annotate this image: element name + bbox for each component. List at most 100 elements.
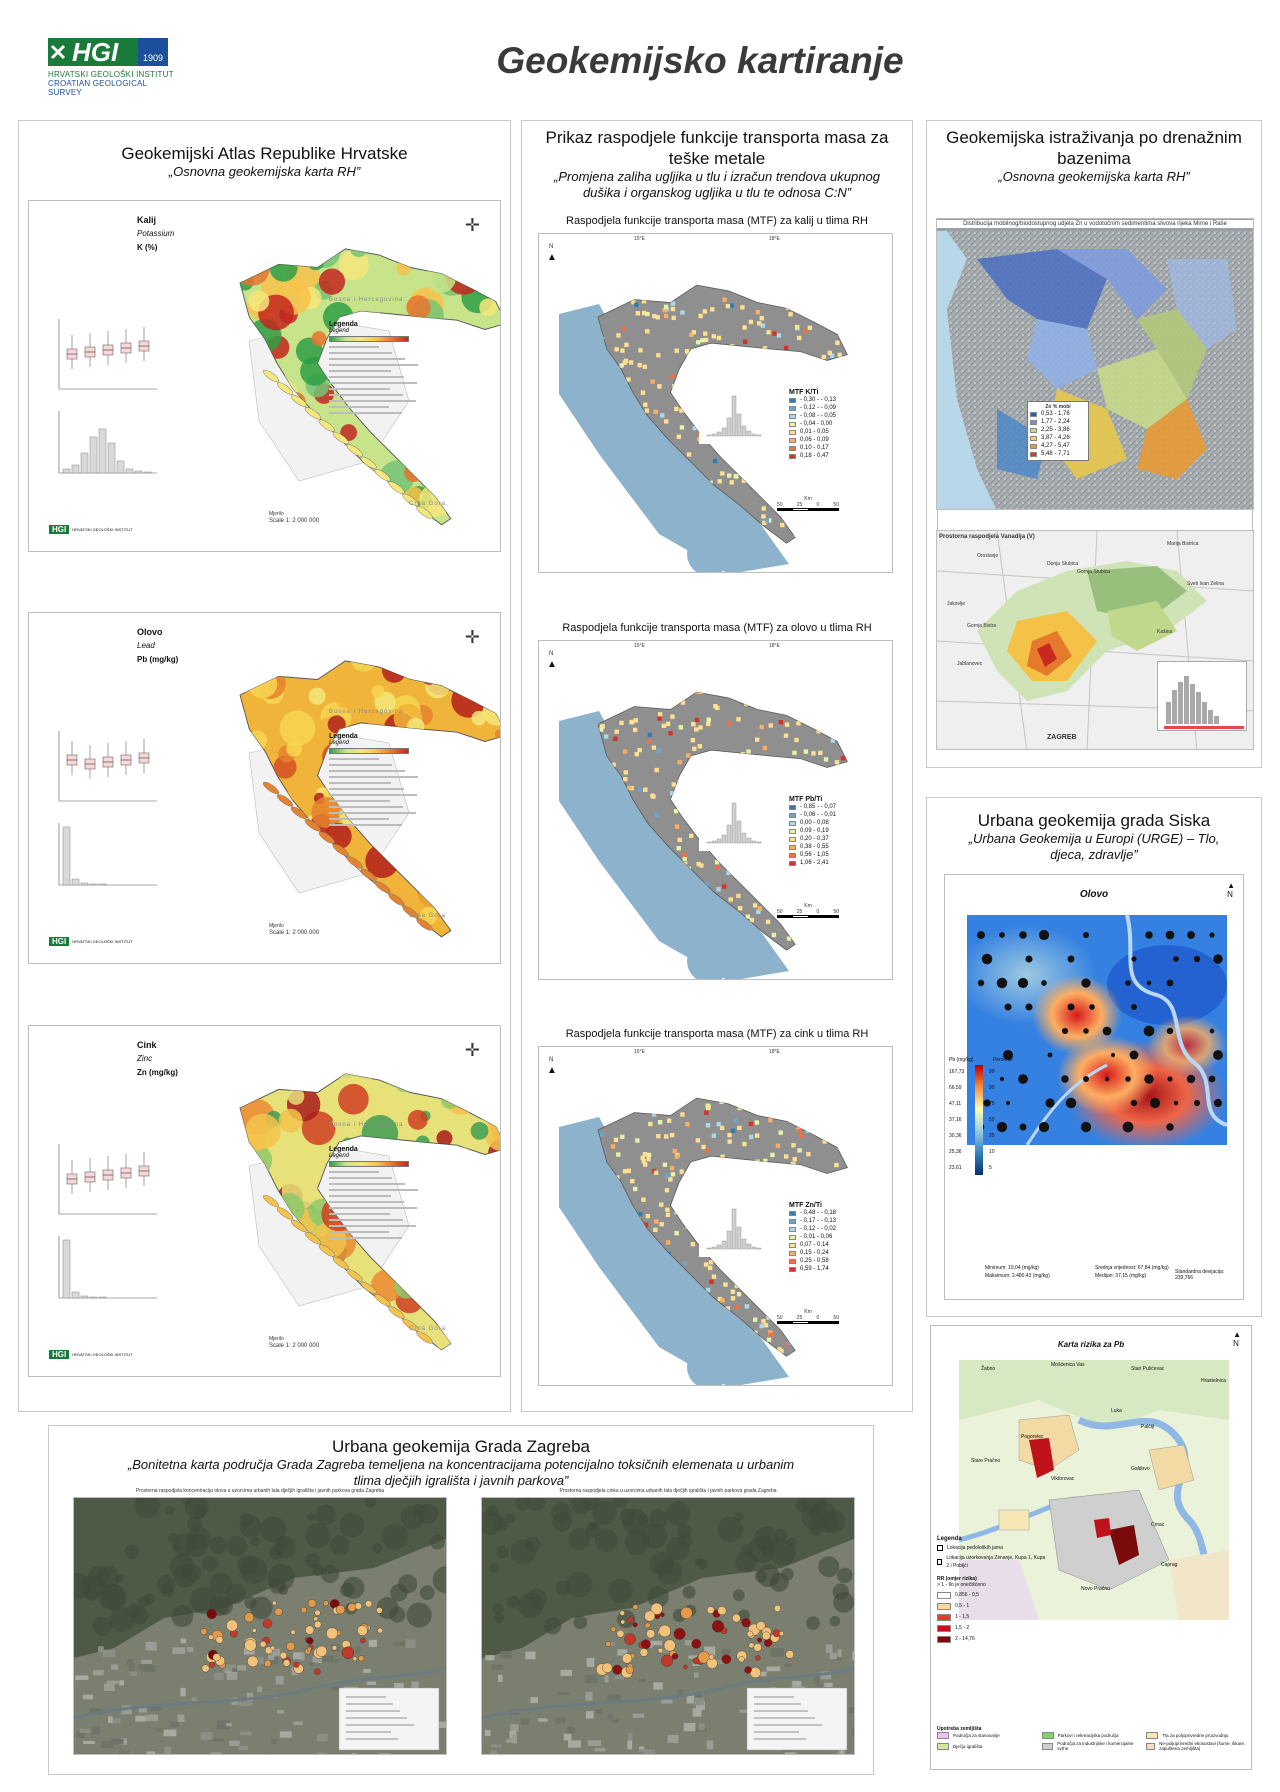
sample-point	[1102, 1026, 1112, 1036]
sample-point	[1213, 1098, 1223, 1108]
legend-swatch	[789, 453, 796, 459]
sample-point	[259, 1640, 267, 1648]
sample-point	[293, 1661, 300, 1668]
atlas-boxplot-2	[58, 731, 157, 802]
rr-class: 2 - 14,76	[955, 1636, 975, 1642]
sample-point	[692, 1657, 700, 1665]
mtf-legend-class: - 0,85 - - 0,07	[800, 804, 837, 810]
mtf-north-1: N	[549, 244, 554, 250]
sample-point	[627, 1616, 634, 1623]
mtf-scale-tick: 50	[777, 909, 783, 915]
sample-point	[1165, 930, 1175, 940]
atlas-stat-line	[329, 412, 402, 414]
sample-point	[1166, 1123, 1174, 1131]
land-use-row: Tla za poljoprivredne proizvodnju	[1146, 1732, 1247, 1739]
sample-point	[708, 1654, 715, 1660]
risk-legend-title: Legenda	[937, 1536, 962, 1542]
land-use-text: Dječja igrališta	[953, 1743, 983, 1749]
sample-location-icon	[937, 1559, 943, 1565]
mtf-legend-class: 0,56 - 1,05	[800, 852, 829, 858]
sample-point	[1061, 1075, 1069, 1083]
sisak-subtitle: „Urbana Geokemija u Europi (URGE) – Tlo,…	[968, 831, 1220, 862]
mtf-legend-row: 0,20 - 0,37	[789, 835, 879, 843]
sample-point	[244, 1639, 257, 1652]
atlas-legend-label-1: Legenda	[329, 321, 358, 328]
sample-point	[1144, 1074, 1154, 1084]
sample-point	[335, 1604, 346, 1615]
percentil-label: Percentil	[993, 1057, 1013, 1063]
mtf-legend-row: 0,25 - 0,58	[789, 1257, 879, 1265]
sample-point	[977, 931, 985, 939]
mtf-legend-row: 0,56 - 1,05	[789, 851, 879, 859]
legend-swatch	[789, 1226, 796, 1232]
mtf-scale-bar-1	[777, 508, 839, 511]
zn-legend-title: Zn % mobi	[1045, 404, 1071, 410]
sample-point	[201, 1664, 210, 1673]
atlas-neighbour-cg-3: Crna Gora	[409, 1326, 447, 1332]
vanadium-place: Gornja Bistra	[967, 623, 997, 629]
legend-swatch	[1030, 427, 1037, 433]
mtf-map-svg-1	[539, 234, 892, 572]
mtf-scale-tick: 50	[833, 1315, 839, 1321]
land-use-row: Područja za industrijske i komercijalne …	[1041, 1741, 1143, 1751]
atlas-legend-1: Legenda Legend	[329, 321, 429, 414]
sample-point	[1018, 1074, 1028, 1084]
risk-legend-text: Lokacija pedoloških jama	[947, 1545, 1003, 1551]
atlas-footer-inst-2: HRVATSKI GEOLOŠKI INSTITUT	[72, 939, 133, 944]
atlas-scale-2: Scale 1: 2 000 000	[269, 930, 320, 936]
legend-swatch	[937, 1613, 951, 1621]
mtf-histogram-2	[699, 791, 769, 851]
sample-point	[746, 1630, 754, 1638]
atlas-boxplot-3	[58, 1144, 157, 1215]
mtf-legend-class: - 0,01 - 0,06	[800, 1234, 833, 1240]
sample-point	[290, 1629, 296, 1635]
sample-point	[1083, 1028, 1089, 1034]
mtf-lon-tick-b-1: 18°E	[769, 236, 780, 242]
mtf-subtitle: „Promjena zaliha ugljika u tlu i izračun…	[554, 169, 880, 200]
atlas-mjerilo-1: Mjerilo	[269, 511, 284, 517]
risk-place: Palčiji	[1141, 1424, 1155, 1430]
mtf-scale-bar-2	[777, 915, 839, 918]
sample-point	[1047, 1052, 1053, 1058]
sample-point	[360, 1637, 366, 1644]
zn-legend-row: 3,87 - 4,26	[1030, 434, 1086, 442]
sample-point	[300, 1606, 308, 1614]
atlas-stat-line	[329, 1183, 405, 1185]
legend-swatch	[789, 852, 796, 858]
mtf-scale-tick: 25	[796, 502, 803, 508]
zagreb-map-svg-1	[74, 1498, 446, 1754]
atlas-stat-line	[329, 1189, 418, 1191]
mtf-legend-class: 0,25 - 0,58	[800, 1258, 829, 1264]
sample-point	[352, 1656, 358, 1661]
sample-point	[200, 1628, 208, 1636]
pb-value: 47,11	[949, 1101, 962, 1107]
mtf-lon-tick-b-2: 18°E	[769, 643, 780, 649]
sample-point	[1025, 955, 1033, 963]
mtf-histogram-1	[699, 384, 769, 444]
atlas-neighbour-bh-3: Bosna i Hercegovina	[329, 1122, 404, 1128]
sample-point	[323, 1600, 329, 1607]
atlas-neighbour-bh-2: Bosna i Hercegovina	[329, 709, 404, 715]
mtf-scale-tick: 25	[796, 1315, 803, 1321]
sample-point	[270, 1645, 276, 1651]
sample-point	[996, 977, 1008, 989]
zagreb-map-svg-2	[482, 1498, 854, 1754]
sample-point	[657, 1647, 664, 1654]
atlas-footer-inst-3: HRVATSKI GEOLOŠKI INSTITUT	[72, 1352, 133, 1357]
mtf-scale-ticks-1: 50 25 0 50	[777, 502, 839, 508]
land-use-text: Područja za stanovanje	[953, 1733, 1000, 1738]
pb-value: 167,73	[949, 1069, 965, 1075]
mtf-legend-class: 0,01 - 0,05	[800, 429, 829, 435]
sample-point	[1129, 1050, 1139, 1060]
pb-value: 37,16	[949, 1117, 962, 1123]
sisak-pb-map: Olovo ▲ N Pb (mg/kg) Percentil 167,73 66,5…	[944, 874, 1244, 1300]
pb-value: 25,36	[949, 1149, 962, 1155]
compass-icon-1: ✛	[464, 215, 480, 235]
mtf-map-3: 15°E 18°E ▲ N MTF Zn/Ti - 0,48 - - 0,18 - 0,17…	[538, 1046, 893, 1386]
sample-point	[650, 1602, 663, 1615]
sample-point	[712, 1620, 724, 1633]
sample-point	[761, 1631, 771, 1641]
sample-point	[996, 1121, 1008, 1133]
sample-point	[1173, 1100, 1179, 1106]
sample-point	[785, 1650, 794, 1659]
